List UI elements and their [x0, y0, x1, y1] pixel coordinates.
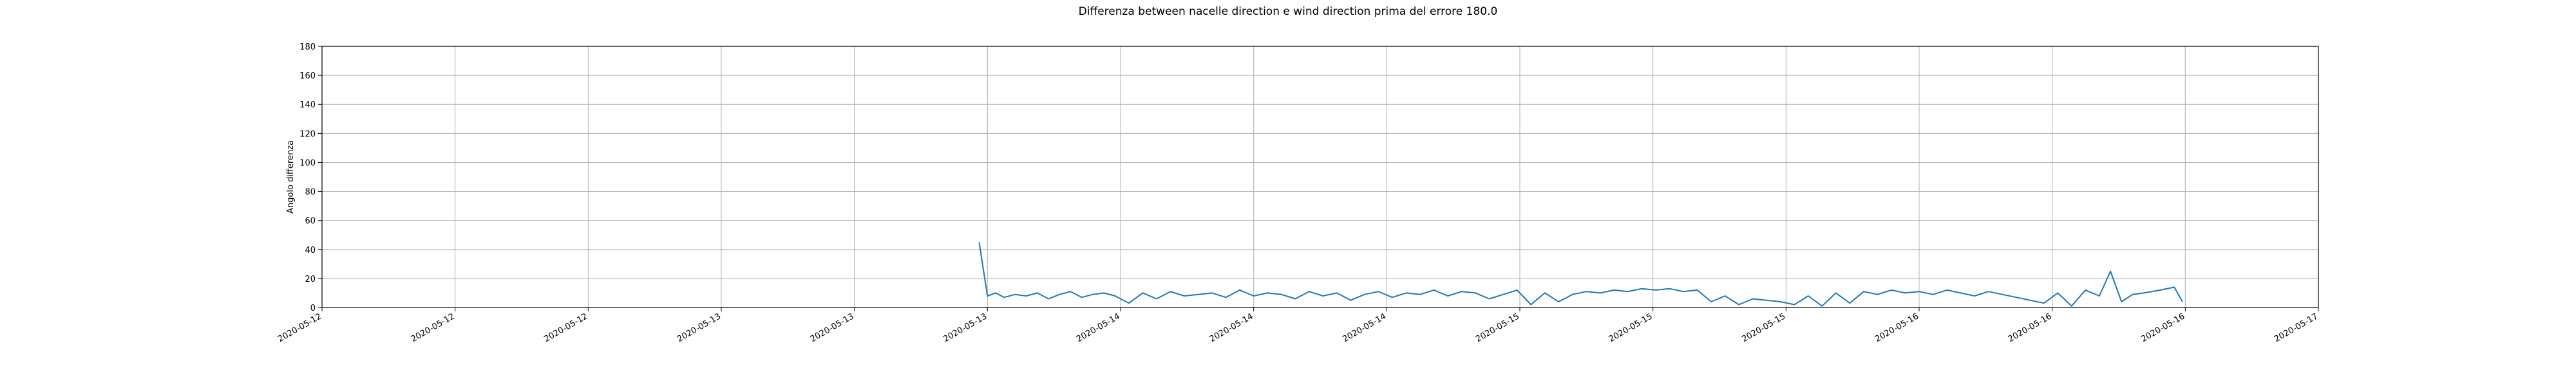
y-axis: 0 20 40 60 80 100 120 140 160 180 [299, 42, 322, 313]
y-axis-label: Angolo differenza [286, 140, 296, 214]
series-group [978, 242, 2183, 307]
y-tick-label: 40 [305, 246, 316, 255]
y-tick-label: 160 [299, 71, 316, 81]
y-tick-label: 100 [299, 158, 316, 168]
y-tick-label: 20 [305, 275, 316, 284]
y-tick-label: 180 [299, 42, 316, 52]
series-line [978, 242, 2183, 307]
gridlines [321, 46, 2319, 308]
y-tick-label: 0 [310, 304, 316, 313]
y-tick-label: 120 [299, 129, 316, 139]
chart-title: Differenza between nacelle direction e w… [1079, 5, 1498, 18]
y-tick-label: 140 [299, 100, 316, 110]
y-tick-label: 60 [305, 217, 316, 226]
plot-frame [321, 46, 2319, 308]
y-tick-label: 80 [305, 188, 316, 198]
